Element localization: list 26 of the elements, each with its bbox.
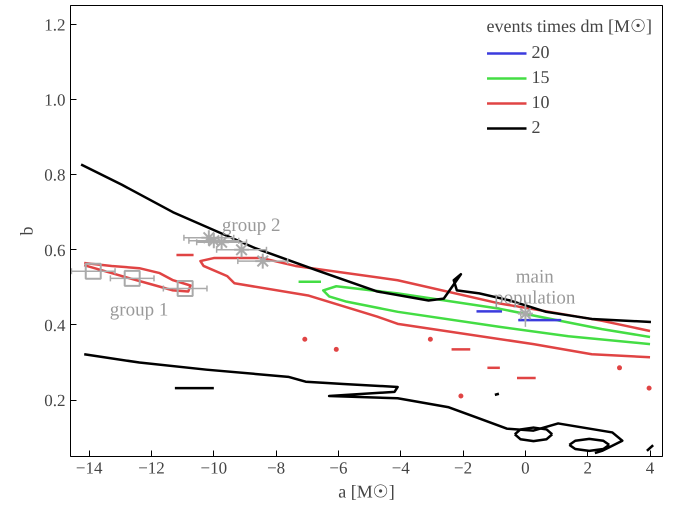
x-tick-label: −8	[267, 458, 286, 478]
annotation: main population	[494, 266, 576, 308]
x-tick-label: −12	[138, 458, 165, 478]
y-tick-label: 1.0	[44, 90, 66, 110]
y-tick-label: 1.2	[44, 15, 66, 34]
legend-label: 15	[532, 67, 551, 88]
legend-title: events times dm [M☉]	[486, 15, 652, 37]
x-axis-title: a [M☉]	[338, 482, 395, 502]
x-tick-label: 0	[521, 458, 530, 478]
x-tick-label: −4	[392, 458, 410, 478]
x-tick-label: −10	[200, 458, 228, 478]
legend-label: 2	[532, 117, 542, 138]
x-tick-label: 4	[646, 458, 655, 478]
annotation: group 2	[222, 214, 281, 236]
x-tick-label: −2	[454, 458, 472, 478]
y-tick-label: 0.6	[44, 240, 66, 260]
legend-label: 10	[532, 92, 551, 113]
y-tick-label: 0.4	[44, 316, 66, 335]
x-tick-label: 2	[583, 458, 592, 478]
x-tick-label: −14	[76, 458, 103, 478]
annotation: group 1	[110, 299, 168, 320]
y-tick-label: 0.8	[44, 166, 66, 185]
y-axis-title: b	[16, 226, 36, 236]
x-tick-label: −6	[329, 458, 348, 478]
legend-label: 20	[532, 42, 551, 63]
y-tick-label: 0.2	[44, 391, 66, 410]
